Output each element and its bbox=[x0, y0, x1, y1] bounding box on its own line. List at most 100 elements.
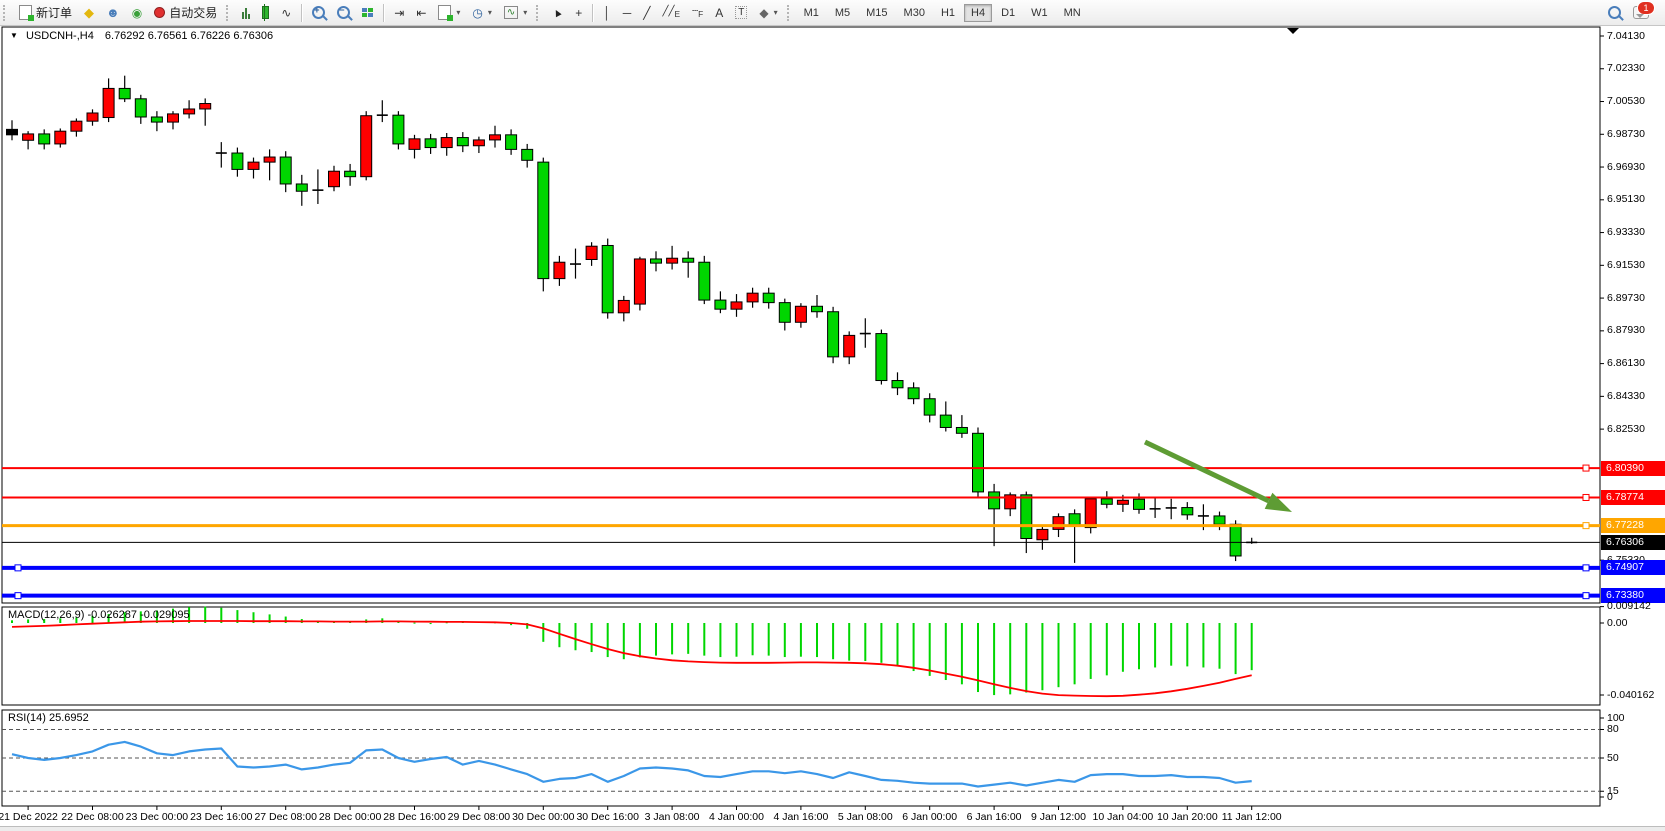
candle-body bbox=[183, 108, 196, 115]
price-axis-tick-label: 6.96930 bbox=[1607, 160, 1645, 173]
tile-windows-button[interactable] bbox=[356, 5, 379, 20]
indicators-button[interactable]: ∿ ▾ bbox=[498, 3, 533, 22]
candle-body bbox=[22, 133, 35, 141]
text-tool[interactable]: A bbox=[709, 3, 729, 23]
zoom-out-button[interactable]: − bbox=[331, 3, 356, 22]
shapes-icon: ◆ bbox=[759, 5, 769, 20]
candle-body bbox=[907, 387, 920, 400]
macd-histogram-bar bbox=[1025, 623, 1028, 693]
time-axis-label: 6 Jan 16:00 bbox=[966, 811, 1022, 823]
candle-body bbox=[1213, 515, 1226, 525]
price-axis-tick-label: 6.84330 bbox=[1607, 389, 1645, 402]
bar-chart-icon bbox=[242, 6, 251, 19]
candle-body bbox=[714, 299, 727, 310]
periods-button[interactable]: ◷ ▾ bbox=[466, 3, 498, 23]
timeframe-button-m5[interactable]: M5 bbox=[834, 6, 851, 19]
line-drag-handle[interactable] bbox=[1582, 493, 1590, 501]
line-chart-button[interactable]: ∿ bbox=[275, 3, 297, 23]
macd-histogram-bar bbox=[590, 623, 593, 653]
line-drag-handle[interactable] bbox=[14, 564, 22, 572]
chart-title-row: ▼ USDCNH-,H4 6.76292 6.76561 6.76226 6.7… bbox=[10, 30, 273, 42]
timeframe-button-d1[interactable]: D1 bbox=[1001, 6, 1016, 19]
channel-tool[interactable]: ╱╱E bbox=[656, 3, 686, 22]
candle-body bbox=[247, 161, 260, 170]
macd-histogram-bar bbox=[799, 623, 802, 657]
toolbar-grip[interactable] bbox=[3, 4, 10, 21]
toolbar-grip[interactable] bbox=[786, 4, 794, 21]
timeframe-button-m1[interactable]: M1 bbox=[803, 6, 819, 19]
toolbar-grip[interactable] bbox=[226, 4, 233, 21]
timeframe-button-m30[interactable]: M30 bbox=[903, 6, 925, 19]
macd-histogram-bar bbox=[510, 623, 513, 626]
zoom-in-button[interactable]: + bbox=[306, 3, 331, 22]
autotrade-button[interactable]: 自动交易 bbox=[148, 1, 223, 24]
macd-histogram-bar bbox=[928, 623, 931, 676]
price-axis-tick-label: 6.91530 bbox=[1607, 258, 1645, 271]
time-axis-label: 21 Dec 2022 bbox=[0, 811, 58, 823]
chart-ohlc-values: 6.76292 6.76561 6.76226 6.76306 bbox=[104, 30, 274, 42]
macd-histogram-bar bbox=[993, 623, 996, 696]
macd-histogram-bar bbox=[1250, 623, 1253, 671]
candle-body bbox=[472, 139, 485, 147]
macd-histogram-bar bbox=[622, 623, 625, 660]
candle-body bbox=[54, 130, 67, 145]
line-drag-handle[interactable] bbox=[14, 592, 22, 600]
time-axis-label: 30 Dec 16:00 bbox=[576, 811, 639, 823]
timeframe-button-mn[interactable]: MN bbox=[1063, 6, 1081, 19]
autotrade-label: 自动交易 bbox=[169, 6, 218, 20]
line-drag-handle[interactable] bbox=[1582, 592, 1590, 600]
bar-chart-button[interactable] bbox=[236, 3, 256, 22]
trend-arrow-head[interactable] bbox=[1264, 492, 1292, 512]
rsi-axis-label: 100 bbox=[1607, 711, 1625, 724]
mql-editor-button[interactable]: ☻ bbox=[100, 2, 126, 23]
chart-shift-button[interactable]: ⇤ bbox=[410, 3, 432, 23]
market-button[interactable]: ◆ bbox=[78, 2, 100, 24]
new-order-button[interactable]: 新订单 bbox=[13, 1, 78, 24]
timeframe-button-m15[interactable]: M15 bbox=[866, 6, 888, 19]
trendline-tool[interactable]: ╱ bbox=[637, 3, 656, 23]
label-tool[interactable]: T bbox=[729, 3, 753, 22]
macd-histogram-bar bbox=[1105, 623, 1108, 676]
candlestick-chart-button[interactable] bbox=[256, 3, 275, 22]
timeframe-button-h4[interactable]: H4 bbox=[964, 3, 993, 22]
macd-histogram-bar bbox=[1041, 623, 1044, 691]
macd-histogram-bar bbox=[960, 623, 963, 685]
timeframe-button-w1[interactable]: W1 bbox=[1031, 6, 1048, 19]
crosshair-tool-button[interactable]: + bbox=[569, 3, 588, 23]
candle-body bbox=[650, 258, 662, 264]
price-axis-tick-label: 6.86130 bbox=[1607, 357, 1645, 370]
new-chart-button[interactable]: ▾ bbox=[432, 2, 466, 23]
notifications-button[interactable]: 1 bbox=[1627, 1, 1655, 22]
rsi-axis-label: 0 bbox=[1607, 790, 1613, 803]
macd-histogram-bar bbox=[735, 623, 738, 657]
chart-shift-marker-icon bbox=[1287, 28, 1299, 34]
candle-body bbox=[392, 114, 405, 145]
macd-histogram-bar bbox=[767, 623, 770, 656]
macd-histogram-bar bbox=[11, 620, 13, 623]
timeframe-button-h1[interactable]: H1 bbox=[940, 6, 956, 19]
macd-histogram-bar bbox=[91, 615, 94, 623]
macd-histogram-bar bbox=[1138, 623, 1140, 670]
crosshair-icon: + bbox=[575, 5, 583, 20]
signals-button[interactable]: ◉ bbox=[126, 3, 148, 23]
line-drag-handle[interactable] bbox=[1582, 464, 1590, 472]
time-axis-label: 9 Jan 12:00 bbox=[1031, 811, 1086, 823]
indicators-icon: ∿ bbox=[503, 6, 519, 19]
candle-body bbox=[70, 120, 83, 132]
candle-body bbox=[617, 299, 630, 314]
horizontal-line-tool[interactable]: ─ bbox=[617, 3, 638, 23]
fibonacci-tool[interactable]: ┄F bbox=[686, 3, 709, 22]
line-drag-handle[interactable] bbox=[1582, 564, 1590, 572]
search-button[interactable] bbox=[1602, 3, 1627, 22]
chart-collapse-icon[interactable]: ▼ bbox=[10, 31, 18, 40]
trend-arrow-line[interactable] bbox=[1143, 439, 1270, 504]
label-icon: T bbox=[735, 6, 748, 19]
candle-body bbox=[778, 302, 791, 323]
toolbar-grip[interactable] bbox=[536, 4, 543, 21]
shapes-tool[interactable]: ◆ ▾ bbox=[753, 3, 783, 23]
auto-scroll-button[interactable]: ⇥ bbox=[388, 3, 410, 23]
vertical-line-tool[interactable]: │ bbox=[597, 3, 617, 23]
line-drag-handle[interactable] bbox=[1582, 522, 1590, 530]
macd-histogram-bar bbox=[1073, 623, 1076, 685]
